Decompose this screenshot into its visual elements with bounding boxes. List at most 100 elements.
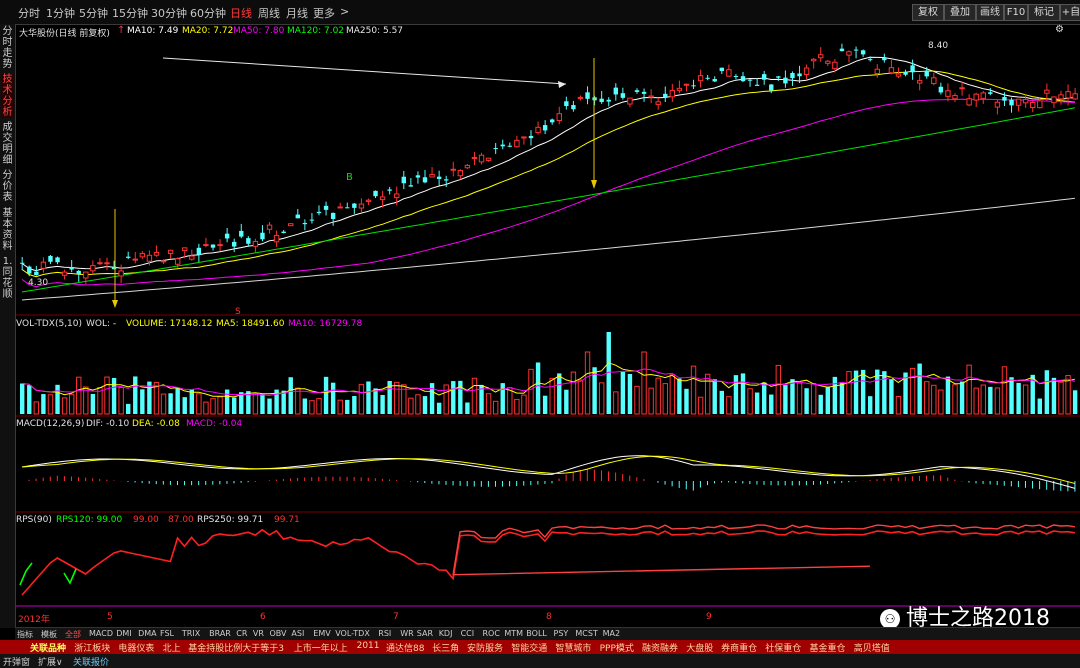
sidebar-tab-intraday[interactable]: 分时走势	[2, 26, 13, 70]
indicator-tab[interactable]: MTM	[504, 629, 524, 638]
indicator-tab[interactable]: PSY	[553, 629, 569, 638]
rps-indicator-name: RPS(90)	[16, 515, 52, 525]
timeframe-tab-30min[interactable]: 30分钟	[151, 7, 187, 20]
sector-tab[interactable]: 基金持股比例大于等于3	[188, 644, 284, 654]
indicator-tab[interactable]: MA2	[602, 629, 621, 638]
low-price-label: 4.30	[28, 278, 48, 288]
sector-tab[interactable]: 智能交通	[511, 644, 548, 654]
indicator-tab[interactable]: BOLL	[526, 629, 547, 638]
sidebar-tab-trades[interactable]: 成交明细	[2, 122, 13, 166]
timeframe-tab-more[interactable]: 更多	[313, 7, 335, 20]
indicator-tab[interactable]: DMA	[138, 629, 157, 638]
volume-bar	[415, 394, 421, 415]
indicator-tab[interactable]: ROC	[482, 629, 500, 638]
candle-body	[1030, 102, 1036, 109]
sector-tab[interactable]: PPP模式	[599, 644, 634, 654]
candle-body	[345, 207, 350, 209]
indicator-tab[interactable]: EMV	[313, 629, 331, 638]
timeframe-tab-intraday[interactable]: 分时	[18, 7, 40, 20]
expand-button[interactable]: 扩展∨	[38, 658, 63, 668]
timeframe-tab-monthly[interactable]: 月线	[286, 7, 308, 20]
volume-bar	[988, 386, 993, 414]
volume-bar	[252, 392, 259, 415]
volume-bar	[909, 367, 916, 415]
candle-body	[521, 136, 527, 139]
draw-line-button[interactable]: 画线	[976, 4, 1004, 21]
mark-button[interactable]: 标记	[1028, 4, 1060, 21]
sidebar-tab-price-table[interactable]: 分价表	[2, 170, 13, 203]
sidebar-tab-technical[interactable]: 技术分析	[1, 74, 14, 118]
timeframe-tab-daily[interactable]: 日线	[230, 7, 252, 20]
sector-tab[interactable]: 长三角	[432, 644, 460, 654]
candlestick-chart[interactable]: B S 8.40 4.30	[16, 24, 1080, 316]
wechat-icon: ⚇	[880, 609, 900, 629]
sidebar-tab-profile[interactable]: 基本资料	[2, 208, 13, 252]
indicator-tab[interactable]: TRIX	[181, 629, 201, 638]
indicator-tab[interactable]: SAR	[416, 629, 434, 638]
indicator-tab[interactable]: CCI	[460, 629, 475, 638]
sector-tab[interactable]: 2011	[356, 641, 380, 651]
indicator-tab[interactable]: ASI	[291, 629, 305, 638]
indicator-tab[interactable]: VR	[252, 629, 264, 638]
f10-button[interactable]: F10	[1004, 4, 1028, 21]
volume-bar	[704, 373, 711, 415]
indicator-tab[interactable]: 模板	[41, 630, 57, 639]
volume-bar	[302, 398, 308, 414]
sector-tab[interactable]: 券商重仓	[721, 644, 758, 654]
sector-tab[interactable]: 基金重仓	[809, 644, 846, 654]
popup-button[interactable]: 开弹窗	[3, 658, 31, 668]
candle-body	[429, 173, 435, 178]
candle-body	[401, 176, 406, 184]
sector-tab[interactable]: 融资融券	[642, 644, 679, 654]
sector-tab[interactable]: 智慧城市	[555, 644, 592, 654]
timeframe-tab-1min[interactable]: 1分钟	[46, 7, 75, 20]
macd-chart[interactable]	[16, 417, 1080, 513]
indicator-tab[interactable]: DMI	[116, 629, 132, 638]
indicator-tab[interactable]: MCST	[575, 629, 598, 638]
indicator-tab[interactable]: 全部	[65, 630, 81, 639]
volume-bar	[690, 365, 697, 415]
vol-volume-label: VOLUME: 17148.12	[126, 319, 213, 329]
indicator-tab[interactable]: RSI	[378, 629, 392, 638]
sector-tab[interactable]: 安防服务	[467, 644, 504, 654]
candle-body	[634, 90, 640, 92]
overlay-button[interactable]: 叠加	[944, 4, 976, 21]
indicator-tab[interactable]: BRAR	[209, 629, 231, 638]
indicator-tab[interactable]: WR	[400, 629, 414, 638]
timeframe-tab-weekly[interactable]: 周线	[258, 7, 280, 20]
add-watchlist-button[interactable]: +自选	[1060, 4, 1080, 21]
sector-tab[interactable]: 通达信88	[386, 644, 425, 654]
indicator-tab[interactable]: MACD	[89, 629, 113, 638]
indicator-tab[interactable]: FSL	[160, 629, 174, 638]
candle-body	[20, 262, 25, 264]
indicator-tab[interactable]: OBV	[269, 629, 287, 638]
volume-bar	[648, 387, 654, 415]
sector-tab[interactable]: 浙江板块	[74, 644, 111, 654]
candle-body	[846, 51, 852, 56]
volume-bar	[401, 384, 407, 415]
timeframe-tab-15min[interactable]: 15分钟	[112, 7, 148, 20]
chevron-right-icon[interactable]: >	[340, 5, 350, 18]
volume-bar	[153, 382, 160, 415]
indicator-tab[interactable]: 指标	[17, 630, 33, 639]
indicator-tab[interactable]: CR	[236, 629, 248, 638]
adjust-button[interactable]: 复权	[912, 4, 944, 21]
sector-tab[interactable]: 上市一年以上	[293, 644, 348, 654]
timeframe-tab-60min[interactable]: 60分钟	[190, 7, 226, 20]
sidebar-tab-ths[interactable]: 1.同花顺	[2, 256, 13, 300]
sector-tab[interactable]: 电器仪表	[118, 644, 155, 654]
sector-tab[interactable]: 社保重仓	[765, 644, 802, 654]
volume-chart[interactable]	[16, 316, 1080, 417]
timeframe-tab-5min[interactable]: 5分钟	[79, 7, 108, 20]
volume-bar	[189, 389, 194, 414]
sector-tab[interactable]: 大盘股	[686, 644, 714, 654]
volume-bar	[140, 389, 145, 414]
sector-tab[interactable]: 北上	[162, 644, 181, 654]
volume-bar	[90, 393, 96, 414]
indicator-tab[interactable]: VOL-TDX	[335, 629, 370, 638]
sector-tab[interactable]: 高贝塔值	[853, 644, 890, 654]
indicator-tab[interactable]: KDJ	[438, 629, 453, 638]
related-quotes-button[interactable]: 关联报价	[73, 658, 110, 668]
settings-gear-icon[interactable]: ⚙	[1055, 24, 1064, 35]
rps-chart[interactable]	[16, 513, 1080, 612]
